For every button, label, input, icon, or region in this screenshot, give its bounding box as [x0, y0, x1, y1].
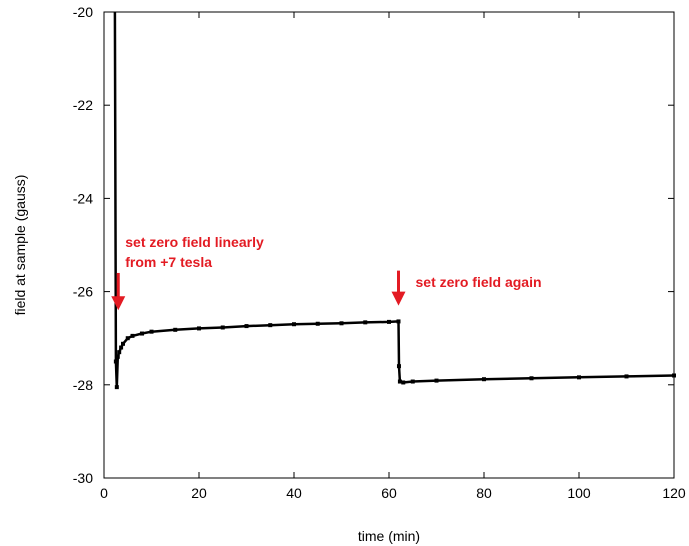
x-tick-label: 0	[100, 485, 108, 501]
y-tick-label: -22	[73, 97, 93, 113]
annotation-text: from +7 tesla	[125, 254, 212, 270]
y-tick-label: -20	[73, 4, 93, 20]
y-tick-label: -26	[73, 284, 93, 300]
data-point	[387, 319, 391, 324]
data-point	[121, 341, 125, 346]
data-point	[197, 326, 201, 331]
data-point	[130, 333, 135, 338]
data-point	[529, 376, 534, 381]
data-point	[117, 350, 122, 355]
annotation-text: set zero field linearly	[125, 234, 264, 250]
data-point	[244, 324, 249, 329]
data-point	[434, 378, 439, 383]
tick-labels: 0 20 40 60 80 100 120 -20 -22 -24 -26 -28 -30	[73, 4, 686, 501]
data-point	[401, 380, 406, 385]
x-tick-label: 60	[381, 485, 397, 501]
data-point	[220, 325, 225, 330]
x-axis-label: time (min)	[358, 528, 420, 544]
data-point	[115, 354, 120, 359]
series-line	[113, 11, 675, 389]
data-point	[672, 373, 676, 378]
y-tick-label: -30	[73, 470, 93, 486]
data-point	[396, 364, 401, 369]
data-point	[339, 321, 344, 326]
data-point	[268, 323, 273, 328]
data-point	[125, 336, 130, 341]
x-tick-label: 40	[286, 485, 302, 501]
x-tick-label: 80	[476, 485, 492, 501]
y-tick-label: -28	[73, 377, 93, 393]
x-tick-label: 20	[191, 485, 207, 501]
data-point	[113, 359, 118, 364]
data-point	[482, 377, 486, 382]
data-point	[114, 385, 119, 390]
ticks	[103, 11, 675, 479]
data-point	[410, 379, 415, 384]
annotation-arrow-head	[391, 291, 406, 306]
y-tick-label: -24	[73, 190, 93, 206]
data-point	[397, 379, 402, 384]
data-point	[363, 320, 368, 325]
annotation-text: set zero field again	[416, 274, 542, 290]
series	[113, 11, 676, 390]
data-point	[292, 322, 296, 327]
data-point	[149, 329, 154, 334]
data-point	[173, 327, 178, 332]
data-point	[315, 321, 320, 326]
data-point	[140, 331, 144, 336]
annotation-arrow-head	[111, 296, 126, 311]
y-axis-label: field at sample (gauss)	[12, 175, 28, 316]
data-point	[577, 375, 581, 380]
annotations: set zero field linearly from +7 tesla set …	[111, 234, 542, 311]
x-tick-label: 100	[567, 485, 591, 501]
data-point	[119, 345, 124, 350]
data-point	[624, 374, 629, 379]
data-point	[396, 319, 401, 324]
x-tick-label: 120	[662, 485, 686, 501]
